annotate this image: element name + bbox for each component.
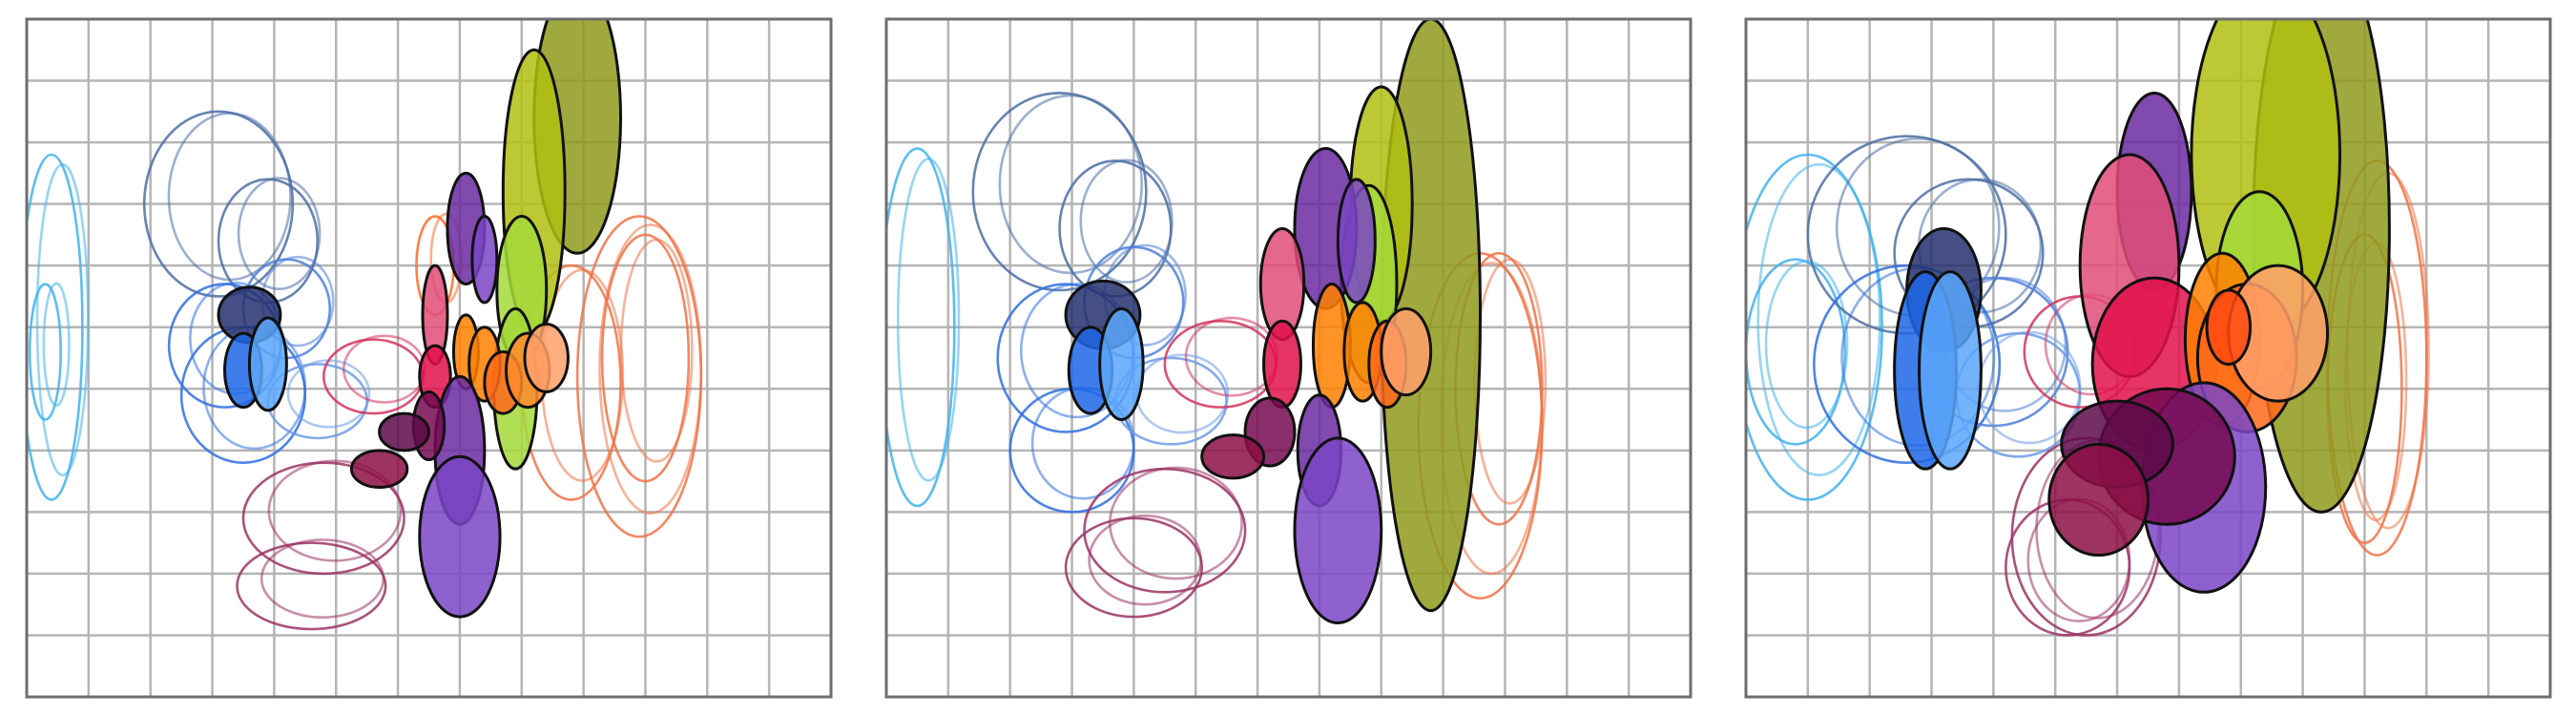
filled-ellipse [1920, 272, 1982, 470]
filled-ellipse [525, 325, 568, 392]
filled-ellipse [420, 456, 500, 617]
filled-ellipse [351, 451, 406, 488]
filled-ellipse [1338, 179, 1375, 303]
filled-ellipse [1202, 435, 1264, 478]
filled-ellipse [1100, 308, 1143, 419]
filled-ellipse [472, 217, 497, 303]
filled-ellipse [2207, 290, 2250, 364]
filled-ellipse [1381, 308, 1431, 394]
filled-ellipse [380, 413, 429, 451]
filled-ellipse [1264, 321, 1301, 407]
filled-ellipse [1295, 438, 1381, 623]
panel-2 [881, 19, 1691, 697]
panel-1 [21, 0, 831, 697]
filled-ellipse [249, 318, 286, 411]
panel-3 [1734, 0, 2550, 697]
filled-ellipse [2049, 444, 2149, 555]
